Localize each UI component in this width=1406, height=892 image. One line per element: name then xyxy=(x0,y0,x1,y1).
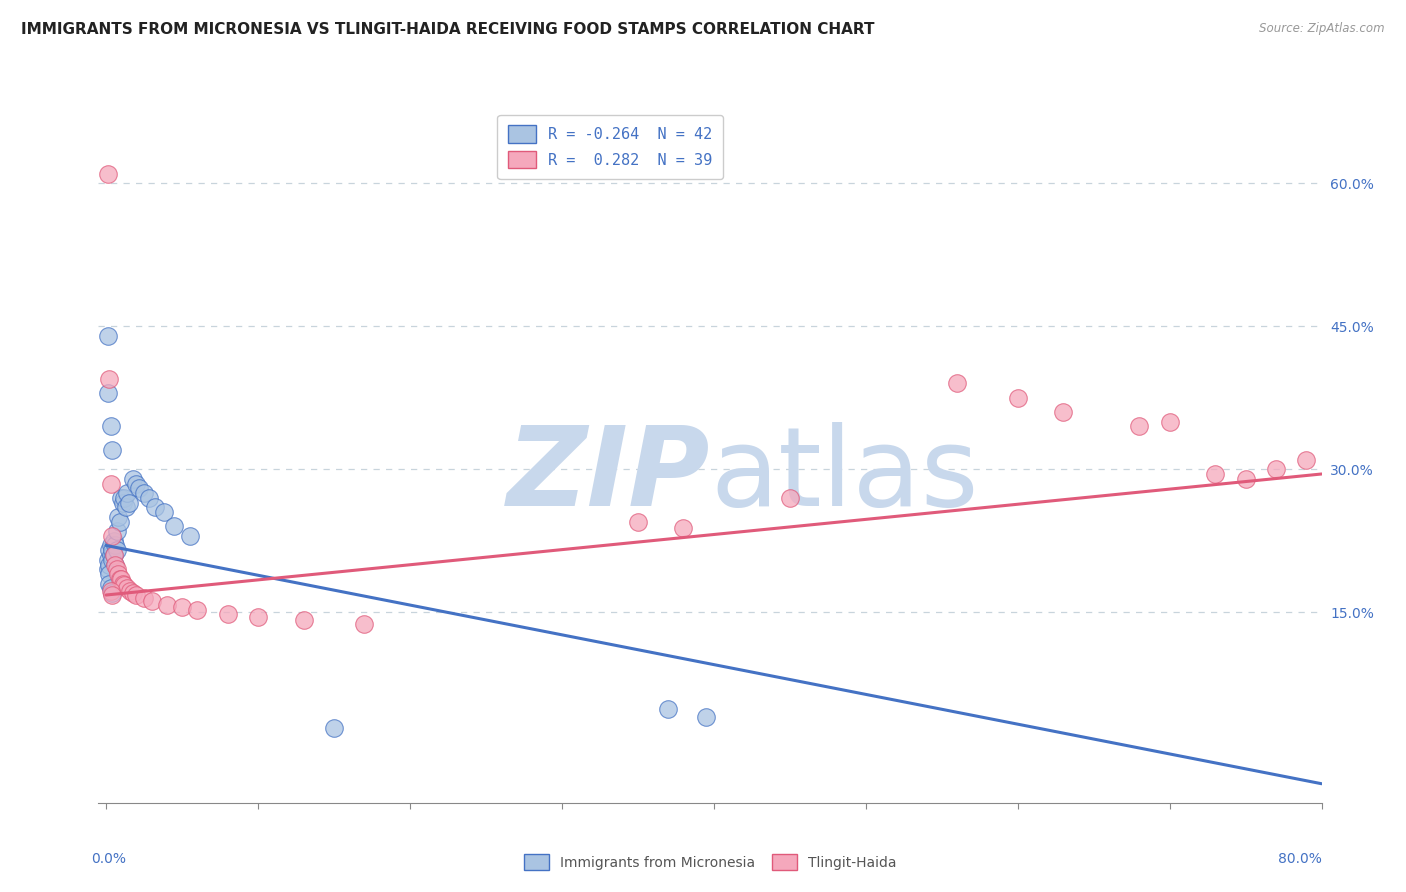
Point xyxy=(152,505,174,519)
Point xyxy=(101,543,124,558)
Point xyxy=(96,562,118,576)
Point xyxy=(98,558,121,572)
Point xyxy=(101,553,124,567)
Point xyxy=(100,476,122,491)
Point xyxy=(101,443,124,458)
Point xyxy=(125,476,148,491)
Point xyxy=(217,607,239,621)
Point xyxy=(101,529,124,543)
Point xyxy=(101,588,124,602)
Point xyxy=(112,491,135,505)
Text: IMMIGRANTS FROM MICRONESIA VS TLINGIT-HAIDA RECEIVING FOOD STAMPS CORRELATION CH: IMMIGRANTS FROM MICRONESIA VS TLINGIT-HA… xyxy=(21,22,875,37)
Point xyxy=(179,529,201,543)
Point xyxy=(108,515,131,529)
Text: atlas: atlas xyxy=(710,422,979,529)
Point xyxy=(104,558,127,572)
Point xyxy=(163,519,186,533)
Point xyxy=(1007,391,1029,405)
Text: 80.0%: 80.0% xyxy=(1278,852,1322,865)
Point xyxy=(96,553,118,567)
Point xyxy=(107,509,129,524)
Point xyxy=(246,610,269,624)
Legend: Immigrants from Micronesia, Tlingit-Haida: Immigrants from Micronesia, Tlingit-Haid… xyxy=(519,848,901,876)
Text: 0.0%: 0.0% xyxy=(91,852,125,865)
Point xyxy=(353,616,375,631)
Point xyxy=(141,593,163,607)
Point xyxy=(779,491,801,505)
Point xyxy=(1234,472,1257,486)
Point xyxy=(1295,452,1317,467)
Point xyxy=(1204,467,1226,481)
Point xyxy=(103,548,125,562)
Point xyxy=(114,500,136,515)
Point xyxy=(98,543,121,558)
Point xyxy=(170,600,193,615)
Point xyxy=(105,524,128,538)
Point xyxy=(104,558,127,572)
Text: ZIP: ZIP xyxy=(506,422,710,529)
Point xyxy=(112,578,135,592)
Point xyxy=(100,582,122,596)
Point xyxy=(186,603,208,617)
Point xyxy=(323,722,346,736)
Point xyxy=(96,328,118,343)
Point xyxy=(122,472,145,486)
Point xyxy=(98,567,121,582)
Point xyxy=(138,491,160,505)
Point xyxy=(122,586,145,600)
Point xyxy=(125,588,148,602)
Point xyxy=(118,495,141,509)
Point xyxy=(103,548,125,562)
Point xyxy=(101,586,124,600)
Text: Source: ZipAtlas.com: Source: ZipAtlas.com xyxy=(1260,22,1385,36)
Point xyxy=(111,495,134,509)
Point xyxy=(1159,415,1181,429)
Point xyxy=(105,562,128,576)
Point xyxy=(100,539,122,553)
Point xyxy=(105,543,128,558)
Point xyxy=(1128,419,1150,434)
Point xyxy=(156,598,179,612)
Point xyxy=(292,613,315,627)
Point xyxy=(132,486,155,500)
Point xyxy=(96,167,118,181)
Point xyxy=(1265,462,1288,476)
Point xyxy=(98,372,121,386)
Point xyxy=(107,567,129,582)
Point xyxy=(128,481,150,495)
Point xyxy=(100,419,122,434)
Point xyxy=(110,491,132,505)
Point xyxy=(143,500,166,515)
Point xyxy=(98,576,121,591)
Point xyxy=(946,376,969,391)
Point xyxy=(120,584,142,599)
Point xyxy=(104,539,127,553)
Point xyxy=(111,576,134,591)
Point xyxy=(100,584,122,599)
Point xyxy=(1052,405,1074,419)
Point xyxy=(117,582,139,596)
Point xyxy=(103,533,125,548)
Point xyxy=(108,572,131,586)
Point xyxy=(117,486,139,500)
Point xyxy=(657,702,679,716)
Point xyxy=(100,548,122,562)
Point xyxy=(96,386,118,401)
Point xyxy=(695,710,717,724)
Point xyxy=(672,521,695,535)
Point xyxy=(110,572,132,586)
Point xyxy=(627,515,650,529)
Point xyxy=(132,591,155,605)
